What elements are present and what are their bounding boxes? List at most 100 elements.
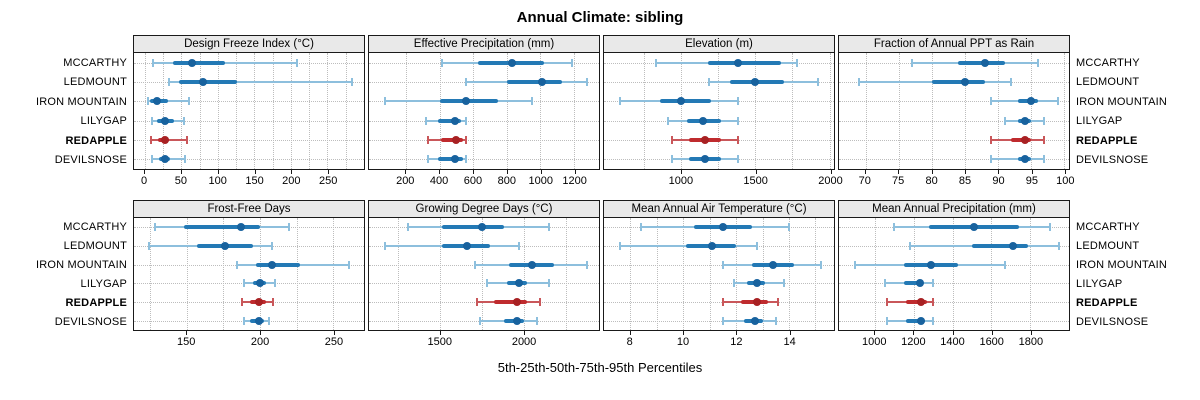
gridline-v [506,53,508,169]
gridline-v [523,218,525,330]
x-tick-mark [952,331,954,335]
panel-plot-area [604,53,834,169]
whisker-cap [151,58,154,67]
whisker-cap [1043,155,1046,164]
whisker-cap [736,116,739,125]
site-labels-column: MCCARTHY LEDMOUNT IRON MOUNTAIN LILYGAP REDA… [1076,218,1200,331]
gridline-v [1031,53,1033,169]
gridline-v [223,218,225,330]
iqr-box-25-75 [172,60,226,65]
whisker-cap [536,316,539,325]
x-tick-label: 1500 [743,175,768,187]
site-label-left: DEVILSNOSE [54,154,127,167]
whisker-cap [425,116,428,125]
panel-x-axis: 8 10 12 14 [603,331,835,353]
iqr-box-25-75 [971,244,1029,248]
median-dot [917,316,926,325]
iqr-box-25-75 [905,318,926,323]
gridline-v [398,218,400,330]
x-tick-label: 150 [177,336,196,348]
x-tick-label: 80 [925,175,938,187]
whisker-cap [267,316,270,325]
gridline-v [327,53,329,169]
gridline-v [186,218,188,330]
site-label-right: REDAPPLE [1076,134,1138,147]
iqr-box-25-75 [255,262,300,267]
gridline-h [839,320,1069,322]
gridline-v [236,53,238,169]
gridline-v [913,218,915,330]
x-tick-label: 200 [282,175,301,187]
median-dot [1027,97,1036,106]
gridline-v [789,218,791,330]
median-dot [477,223,486,232]
gridline-v [991,218,993,330]
whisker-cap [150,155,153,164]
x-tick-mark [789,331,791,335]
median-dot [199,78,208,86]
gridline-v [829,53,831,169]
whisker-cap [885,298,888,306]
gridline-h [369,120,599,122]
x-tick-mark [260,331,262,335]
iqr-box-25-75 [437,157,463,162]
panel-frame: Mean Annual Precipitation (mm) [838,200,1070,331]
gridline-h [839,283,1069,285]
panel-row-top: MCCARTHY LEDMOUNT IRON MOUNTAIN LILYGAP REDA… [0,35,1200,192]
median-dot [236,223,245,232]
gridline-v [762,218,764,330]
whisker-cap [586,78,589,86]
median-dot [927,260,936,269]
whisker-cap [184,155,187,164]
gridline-v [874,218,876,330]
x-tick-label: 85 [958,175,972,187]
whisker-cap [721,298,724,306]
site-label-right: IRON MOUNTAIN [1076,259,1168,272]
panel-plot-area [369,218,599,330]
median-dot [267,260,276,269]
median-dot [450,116,459,125]
whisker-cap [893,223,896,232]
gridline-v [540,53,542,169]
x-tick-mark [680,170,682,174]
x-tick-label: 100 [208,175,227,187]
x-tick-label: 1200 [901,336,926,348]
panel-strip-title: Growing Degree Days (°C) [369,201,599,218]
whisker-cap [441,58,444,67]
whisker-cap [721,260,724,269]
gridline-v [865,53,867,169]
x-tick-label: 70 [858,175,871,187]
site-labels-column: MCCARTHY LEDMOUNT IRON MOUNTAIN LILYGAP REDA… [1076,53,1200,170]
x-tick-mark [217,170,219,174]
whisker-cap [857,78,860,86]
x-tick-mark [1030,331,1032,335]
x-tick-label: 0 [140,175,148,187]
site-labels-right: MCCARTHY LEDMOUNT IRON MOUNTAIN LILYGAP REDA… [1070,35,1200,170]
site-label-right: LEDMOUNT [1076,76,1140,89]
panel-frame: Mean Annual Air Temperature (°C) [603,200,835,331]
site-label-right: REDAPPLE [1076,296,1138,309]
gridline-v [792,53,794,169]
x-tick-mark [736,331,738,335]
panel-strip-title: Mean Annual Precipitation (mm) [839,201,1069,218]
whisker-cap [465,155,468,164]
whisker-cap [736,136,739,144]
x-tick-mark [574,170,576,174]
whisker-cap [350,78,353,86]
whisker-cap [153,223,156,232]
x-tick-label: 14 [783,336,796,348]
median-dot [733,58,742,67]
median-dot [188,58,197,67]
whisker-cap [854,260,857,269]
gridline-v [630,218,632,330]
whisker-cap [235,260,238,269]
site-label-right: LILYGAP [1076,115,1123,128]
iqr-box-25-75 [506,80,563,84]
x-tick-label: 400 [429,175,449,187]
x-tick-mark [333,331,335,335]
gridline-h [369,159,599,161]
panel-plot-area [134,218,364,330]
whisker-cap [149,136,152,144]
site-label-right: DEVILSNOSE [1076,315,1149,328]
x-tick-mark [472,170,474,174]
